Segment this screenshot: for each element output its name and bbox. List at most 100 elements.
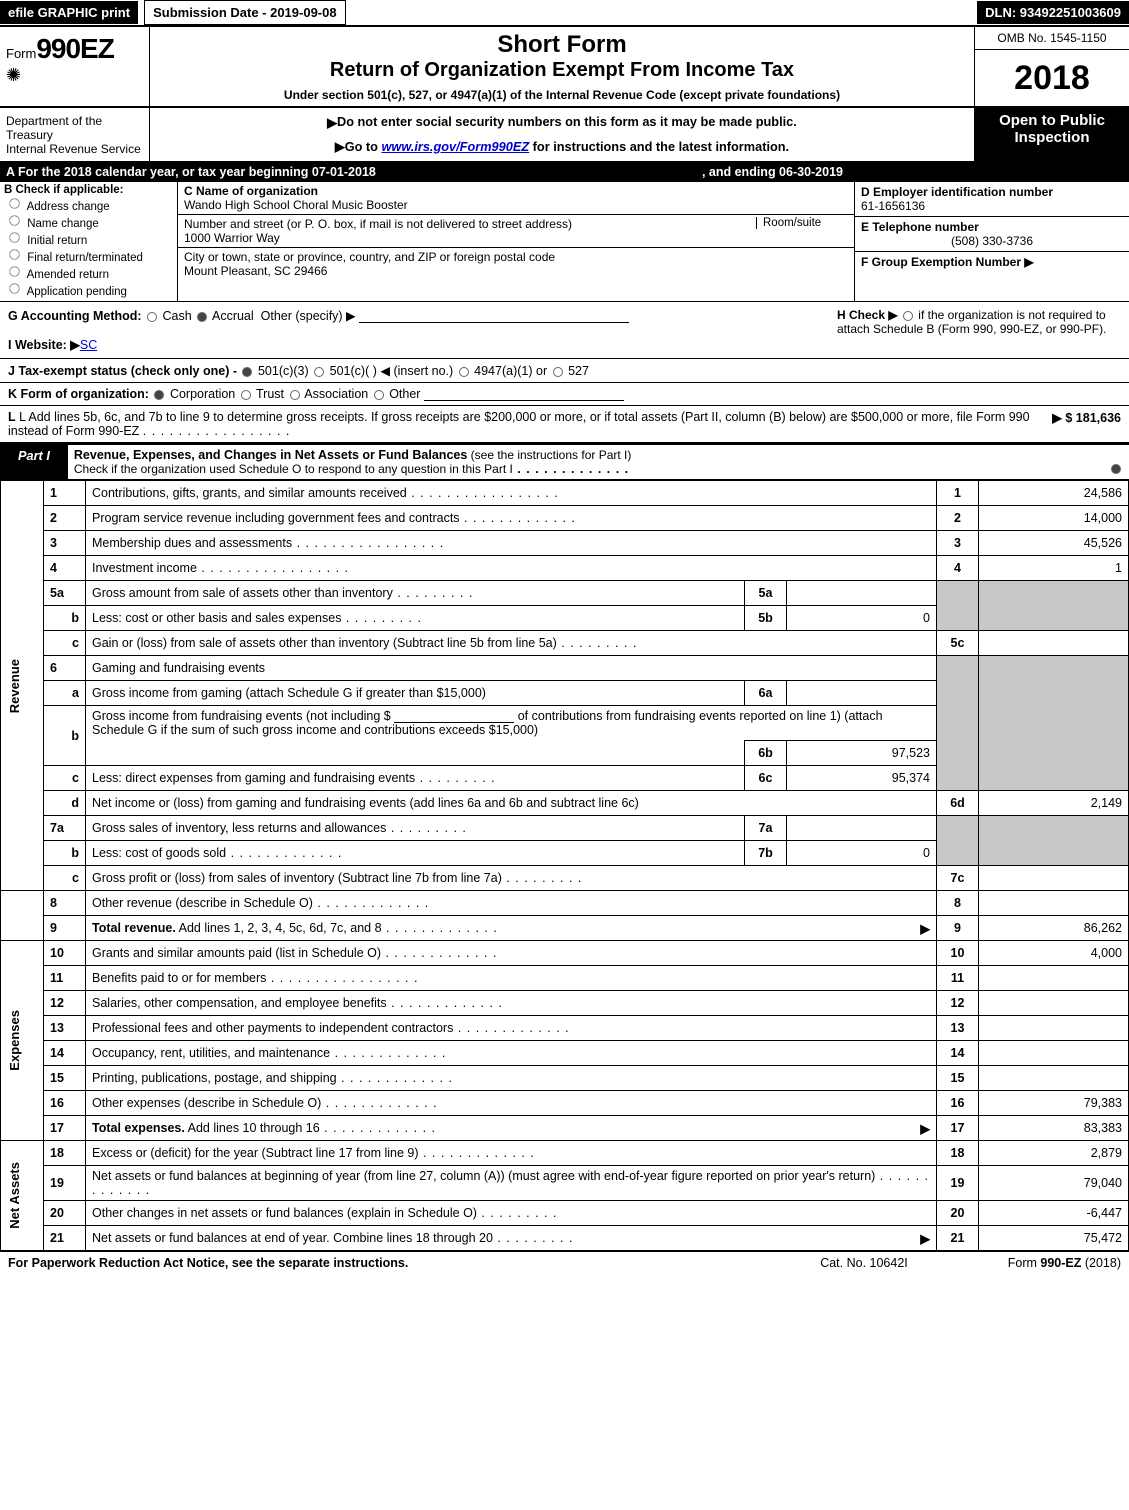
radio-accrual[interactable] xyxy=(197,312,207,322)
phone-value: (508) 330-3736 xyxy=(861,234,1123,248)
table-row: 19 Net assets or fund balances at beginn… xyxy=(1,1166,1129,1201)
line-num: 12 xyxy=(44,991,86,1016)
radio-corporation[interactable] xyxy=(154,390,164,400)
line-num-box: 18 xyxy=(937,1141,979,1166)
chk-application-pending[interactable]: Application pending xyxy=(8,282,173,298)
section-a-ending: , and ending 06-30-2019 xyxy=(702,165,843,179)
radio-501c3[interactable] xyxy=(242,367,252,377)
form-org-label: K Form of organization: xyxy=(8,387,149,401)
tax-year: 2018 xyxy=(974,50,1129,106)
other-specify-line[interactable] xyxy=(359,309,629,323)
line-num: b xyxy=(44,706,86,766)
line-value xyxy=(979,1016,1129,1041)
line-value: 2,149 xyxy=(979,791,1129,816)
line-num-box: 17 xyxy=(937,1116,979,1141)
efile-print-button[interactable]: efile GRAPHIC print xyxy=(0,1,138,24)
radio-schedule-b[interactable] xyxy=(903,311,913,321)
ein-head: D Employer identification number xyxy=(861,185,1053,199)
line-num-box: 5c xyxy=(937,631,979,656)
city-head: City or town, state or province, country… xyxy=(184,250,555,264)
line-num: 1 xyxy=(44,481,86,506)
omb-number: OMB No. 1545-1150 xyxy=(974,27,1129,50)
line-desc: Net assets or fund balances at end of ye… xyxy=(86,1226,937,1251)
radio-cash[interactable] xyxy=(147,312,157,322)
chk-final-return-label: Final return/terminated xyxy=(27,252,143,264)
line-value xyxy=(979,866,1129,891)
line-num-box: 4 xyxy=(937,556,979,581)
section-a-strip: A For the 2018 calendar year, or tax yea… xyxy=(0,162,1129,182)
line-value xyxy=(979,1066,1129,1091)
chk-final-return[interactable]: Final return/terminated xyxy=(8,248,173,264)
website-value[interactable]: SC xyxy=(80,338,97,352)
line-num: 11 xyxy=(44,966,86,991)
form-header: Form990EZ ✺ Short Form Return of Organiz… xyxy=(0,27,1129,108)
goto-post: for instructions and the latest informat… xyxy=(529,139,789,154)
other-org-line[interactable] xyxy=(424,387,624,401)
line-num-box: 21 xyxy=(937,1226,979,1251)
revenue-side-cont xyxy=(1,891,44,941)
line-num: 10 xyxy=(44,941,86,966)
table-row: 3 Membership dues and assessments 3 45,5… xyxy=(1,531,1129,556)
subtitle: Under section 501(c), 527, or 4947(a)(1)… xyxy=(158,88,966,102)
line-desc: Other changes in net assets or fund bala… xyxy=(86,1201,937,1226)
part-1-title-note: (see the instructions for Part I) xyxy=(467,448,631,462)
line-num-box: 3 xyxy=(937,531,979,556)
radio-other-org[interactable] xyxy=(374,390,384,400)
line-desc: Less: direct expenses from gaming and fu… xyxy=(86,766,745,791)
radio-501c[interactable] xyxy=(314,367,324,377)
inner-box: 6c xyxy=(745,766,787,791)
line-num: c xyxy=(44,766,86,791)
chk-amended-return[interactable]: Amended return xyxy=(8,265,173,281)
line-value: 14,000 xyxy=(979,506,1129,531)
grey-box xyxy=(937,581,979,631)
chk-name-change[interactable]: Name change xyxy=(8,214,173,230)
line-num: 19 xyxy=(44,1166,86,1201)
section-l: ▶ $ 181,636 L L Add lines 5b, 6c, and 7b… xyxy=(0,406,1129,443)
table-row: 9 Total revenue. Add lines 1, 2, 3, 4, 5… xyxy=(1,916,1129,941)
irs-link[interactable]: www.irs.gov/Form990EZ xyxy=(382,139,530,154)
table-row: Revenue 1 Contributions, gifts, grants, … xyxy=(1,481,1129,506)
line-value: 1 xyxy=(979,556,1129,581)
line-num-box: 16 xyxy=(937,1091,979,1116)
table-row: 4 Investment income 4 1 xyxy=(1,556,1129,581)
table-row: 14 Occupancy, rent, utilities, and maint… xyxy=(1,1041,1129,1066)
chk-address-change[interactable]: Address change xyxy=(8,197,173,213)
line-num: 15 xyxy=(44,1066,86,1091)
cash-label: Cash xyxy=(163,309,192,323)
table-row: 20 Other changes in net assets or fund b… xyxy=(1,1201,1129,1226)
line-desc: Printing, publications, postage, and shi… xyxy=(86,1066,937,1091)
part-1-title: Revenue, Expenses, and Changes in Net As… xyxy=(68,445,1129,479)
address-head: Number and street (or P. O. box, if mail… xyxy=(184,217,572,231)
line-value: 2,879 xyxy=(979,1141,1129,1166)
radio-4947[interactable] xyxy=(459,367,469,377)
catalog-number: Cat. No. 10642I xyxy=(820,1256,908,1270)
website-label: I Website: ▶ xyxy=(8,338,80,352)
radio-association[interactable] xyxy=(290,390,300,400)
form-number-box: Form990EZ ✺ xyxy=(0,27,150,106)
chk-initial-return[interactable]: Initial return xyxy=(8,231,173,247)
phone-head: E Telephone number xyxy=(861,220,979,234)
room-suite-head: Room/suite xyxy=(756,217,848,229)
privacy-notice: ▶ Do not enter social security numbers o… xyxy=(156,114,968,131)
contrib-amount-line[interactable] xyxy=(394,709,514,723)
line-desc: Net assets or fund balances at beginning… xyxy=(86,1166,937,1201)
grey-box xyxy=(937,656,979,791)
radio-527[interactable] xyxy=(553,367,563,377)
line-num: 13 xyxy=(44,1016,86,1041)
line-desc: Contributions, gifts, grants, and simila… xyxy=(86,481,937,506)
ein-row: D Employer identification number 61-1656… xyxy=(855,182,1129,217)
form-note: Form 990-EZ (2018) xyxy=(1008,1256,1121,1270)
grey-val xyxy=(979,656,1129,791)
opt-other-org: Other xyxy=(389,387,420,401)
header-row-2: Department of the Treasury Internal Reve… xyxy=(0,108,1129,162)
line-desc: Membership dues and assessments xyxy=(86,531,937,556)
line-num: b xyxy=(44,606,86,631)
header-right: OMB No. 1545-1150 2018 xyxy=(974,27,1129,106)
city-value: Mount Pleasant, SC 29466 xyxy=(184,264,327,278)
short-form-label: Short Form xyxy=(158,31,966,59)
line-num: 8 xyxy=(44,891,86,916)
dept-line-1: Department of the Treasury xyxy=(6,114,143,142)
radio-trust[interactable] xyxy=(241,390,251,400)
other-label: Other (specify) ▶ xyxy=(261,309,356,323)
schedule-o-check[interactable] xyxy=(1111,464,1121,474)
